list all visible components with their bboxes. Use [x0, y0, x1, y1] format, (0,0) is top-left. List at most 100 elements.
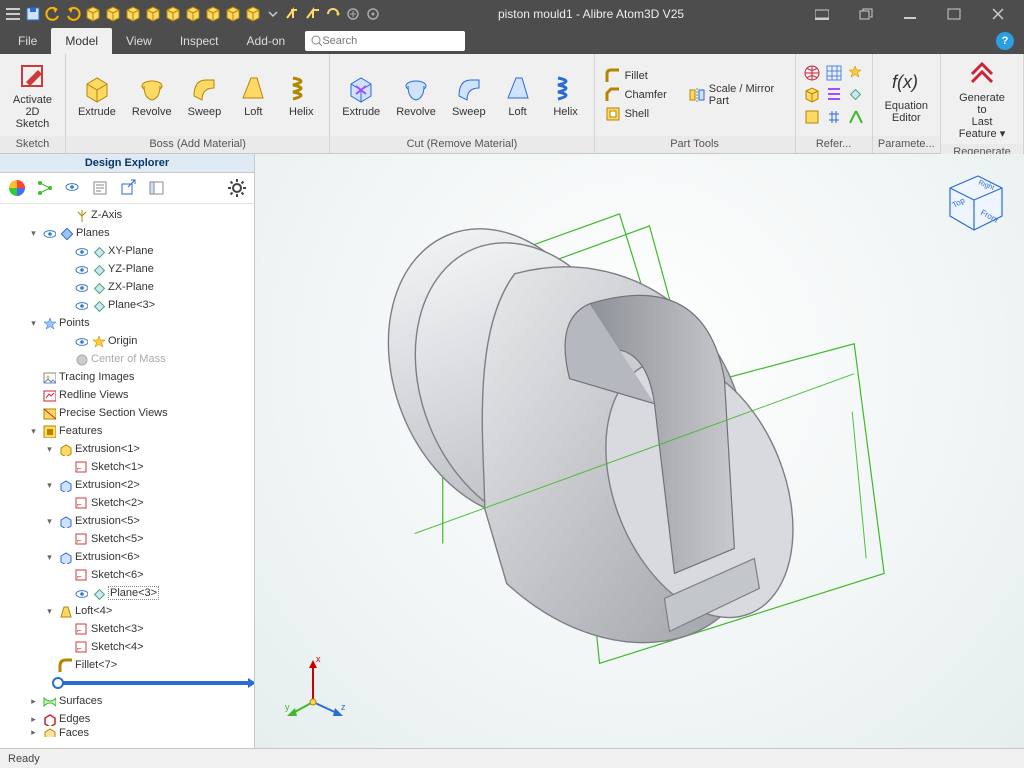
tree-node[interactable]: Center of Mass: [4, 350, 252, 368]
tree-node[interactable]: YZ-Plane: [4, 260, 252, 278]
tree-node[interactable]: ▾Loft<4>: [4, 602, 252, 620]
generate-last-button[interactable]: Generate toLast Feature ▾: [947, 56, 1017, 142]
btn-restore-icon[interactable]: [844, 0, 888, 28]
feature-tree[interactable]: Z-Axis▾PlanesXY-PlaneYZ-PlaneZX-PlanePla…: [0, 204, 254, 748]
tree-node[interactable]: [4, 674, 252, 692]
qat-a3-icon[interactable]: [324, 5, 342, 23]
expand-icon[interactable]: ▾: [44, 516, 55, 527]
expand-icon[interactable]: ▾: [28, 228, 39, 239]
search-input[interactable]: [322, 35, 459, 47]
qat-cube2-icon[interactable]: [104, 5, 122, 23]
expand-icon[interactable]: [60, 624, 71, 635]
expand-icon[interactable]: [44, 660, 55, 671]
qat-undo-icon[interactable]: [44, 5, 62, 23]
de-tree-icon[interactable]: [34, 177, 56, 199]
expand-icon[interactable]: [60, 354, 71, 365]
expand-icon[interactable]: [60, 570, 71, 581]
qat-a1-icon[interactable]: [284, 5, 302, 23]
tree-node[interactable]: Tracing Images: [4, 368, 252, 386]
btn-close-icon[interactable]: [976, 0, 1020, 28]
qat-save-icon[interactable]: [24, 5, 42, 23]
expand-icon[interactable]: ▾: [44, 552, 55, 563]
expand-icon[interactable]: ▸: [28, 696, 39, 707]
tree-node[interactable]: Redline Views: [4, 386, 252, 404]
expand-icon[interactable]: [60, 264, 71, 275]
ref-box-icon[interactable]: [802, 107, 822, 127]
boss-helix-button[interactable]: Helix: [279, 70, 323, 120]
cut-helix-button[interactable]: Helix: [544, 70, 588, 120]
tab-file[interactable]: File: [4, 28, 51, 54]
qat-a5-icon[interactable]: [364, 5, 382, 23]
tree-node[interactable]: ▾Features: [4, 422, 252, 440]
qat-cube9-icon[interactable]: [244, 5, 262, 23]
search-box[interactable]: [305, 31, 465, 51]
fillet-button[interactable]: Fillet: [601, 67, 671, 85]
tree-node[interactable]: ZX-Plane: [4, 278, 252, 296]
tree-node[interactable]: ⌐Sketch<1>: [4, 458, 252, 476]
tree-node[interactable]: Plane<3>: [4, 296, 252, 314]
ref-globe-icon[interactable]: [802, 63, 822, 83]
expand-icon[interactable]: [60, 642, 71, 653]
tab-add-on[interactable]: Add-on: [233, 28, 300, 54]
cut-revolve-button[interactable]: Revolve: [390, 70, 442, 120]
tab-view[interactable]: View: [112, 28, 166, 54]
expand-icon[interactable]: [60, 534, 71, 545]
qat-cube6-icon[interactable]: [184, 5, 202, 23]
tab-inspect[interactable]: Inspect: [166, 28, 233, 54]
expand-icon[interactable]: [60, 588, 71, 599]
boss-loft-button[interactable]: Loft: [231, 70, 275, 120]
expand-icon[interactable]: [28, 372, 39, 383]
de-note-icon[interactable]: [90, 177, 112, 199]
qat-redo-icon[interactable]: [64, 5, 82, 23]
tree-node[interactable]: ⌐Sketch<5>: [4, 530, 252, 548]
tree-node[interactable]: ▾Points: [4, 314, 252, 332]
chamfer-button[interactable]: Chamfer: [601, 86, 671, 104]
activate-2d-sketch-button[interactable]: Activate2D Sketch: [6, 58, 59, 132]
expand-icon[interactable]: [60, 336, 71, 347]
expand-icon[interactable]: ▾: [44, 480, 55, 491]
boss-extrude-button[interactable]: Extrude: [72, 70, 122, 120]
tree-node[interactable]: ▾Extrusion<1>: [4, 440, 252, 458]
equation-editor-button[interactable]: f(x)EquationEditor: [879, 64, 934, 126]
tree-node[interactable]: Precise Section Views: [4, 404, 252, 422]
expand-icon[interactable]: [60, 498, 71, 509]
ref-hash-icon[interactable]: [824, 107, 844, 127]
scale-mirror-button[interactable]: Scale / Mirror Part: [685, 82, 789, 108]
view-cube[interactable]: Right Top Front: [938, 164, 1010, 236]
shell-button[interactable]: Shell: [601, 105, 671, 123]
ref-align-icon[interactable]: [824, 85, 844, 105]
expand-icon[interactable]: [60, 282, 71, 293]
tree-node[interactable]: ⌐Sketch<4>: [4, 638, 252, 656]
qat-cube1-icon[interactable]: [84, 5, 102, 23]
tree-node[interactable]: Origin: [4, 332, 252, 350]
de-panel-icon[interactable]: [146, 177, 168, 199]
qat-dd-icon[interactable]: [264, 5, 282, 23]
expand-icon[interactable]: [28, 390, 39, 401]
expand-icon[interactable]: ▸: [28, 728, 39, 737]
de-eye-icon[interactable]: [62, 177, 84, 199]
ref-plane-icon[interactable]: [846, 85, 866, 105]
expand-icon[interactable]: [60, 210, 71, 221]
tree-node[interactable]: ⌐Sketch<3>: [4, 620, 252, 638]
ref-grid3-icon[interactable]: [824, 63, 844, 83]
expand-icon[interactable]: [28, 408, 39, 419]
qat-cube5-icon[interactable]: [164, 5, 182, 23]
expand-icon[interactable]: [60, 246, 71, 257]
tab-model[interactable]: Model: [51, 28, 112, 54]
tree-node[interactable]: ⌐Sketch<2>: [4, 494, 252, 512]
qat-menu-icon[interactable]: [4, 5, 22, 23]
de-gear-icon[interactable]: [226, 177, 248, 199]
ref-star-icon[interactable]: [846, 63, 866, 83]
ref-axis-icon[interactable]: [846, 107, 866, 127]
tree-node[interactable]: ▸Faces: [4, 728, 252, 737]
qat-a2-icon[interactable]: [304, 5, 322, 23]
btn-maximize-icon[interactable]: [932, 0, 976, 28]
btn-minimize-icon[interactable]: [888, 0, 932, 28]
tree-node[interactable]: Plane<3>: [4, 584, 252, 602]
boss-sweep-button[interactable]: Sweep: [182, 70, 228, 120]
tree-node[interactable]: Z-Axis: [4, 206, 252, 224]
cut-extrude-button[interactable]: Extrude: [336, 70, 386, 120]
expand-icon[interactable]: ▾: [44, 444, 55, 455]
boss-revolve-button[interactable]: Revolve: [126, 70, 178, 120]
expand-icon[interactable]: ▾: [28, 318, 39, 329]
